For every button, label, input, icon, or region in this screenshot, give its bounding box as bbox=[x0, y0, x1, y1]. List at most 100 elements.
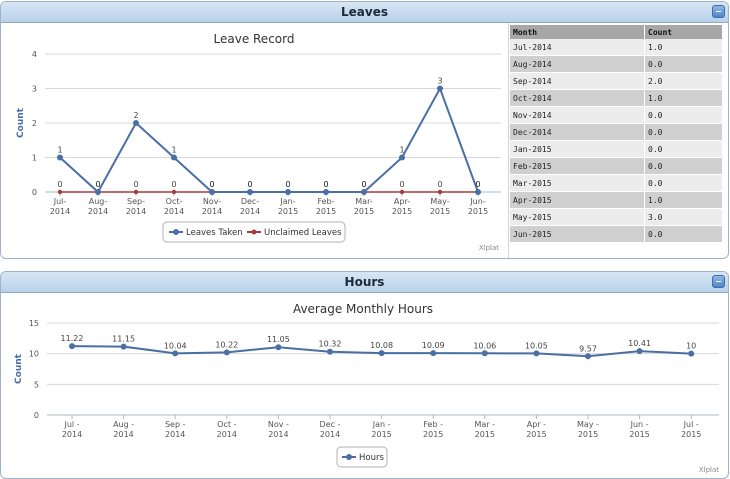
legend-item-leaves-taken[interactable]: Leaves Taken bbox=[169, 228, 243, 238]
data-point[interactable] bbox=[533, 350, 540, 357]
data-label: 10.06 bbox=[473, 341, 496, 350]
x-tick-label: Oct -2014 bbox=[217, 420, 237, 439]
table-cell-month: Dec-2014 bbox=[510, 123, 645, 141]
y-tick-label: 15 bbox=[29, 319, 39, 328]
data-label: 11.22 bbox=[61, 334, 84, 343]
data-point[interactable] bbox=[171, 154, 177, 161]
x-tick-label: Aug-2014 bbox=[88, 197, 108, 216]
column-header-count: Count bbox=[644, 25, 723, 39]
panel-divider bbox=[508, 23, 509, 258]
data-label: 1 bbox=[399, 146, 404, 155]
data-point[interactable] bbox=[323, 189, 329, 195]
data-label: 0 bbox=[323, 180, 328, 189]
x-tick-label: Sep -2014 bbox=[165, 420, 186, 439]
x-tick-label: Jul-2014 bbox=[50, 197, 70, 216]
data-point[interactable] bbox=[361, 189, 367, 195]
legend-label-unclaimed-leaves: Unclaimed Leaves bbox=[264, 228, 342, 238]
leaves-collapse-button[interactable] bbox=[712, 5, 725, 18]
y-axis-label: Count bbox=[16, 107, 26, 138]
y-tick-label: 10 bbox=[29, 350, 39, 359]
table-row: Oct-2014 1.0 bbox=[510, 89, 723, 107]
data-label: 0 bbox=[437, 180, 442, 189]
data-label: 11.15 bbox=[112, 335, 135, 344]
hours-panel-header: Hours bbox=[1, 272, 728, 293]
data-point[interactable] bbox=[133, 189, 139, 195]
data-label: 10 bbox=[686, 342, 696, 351]
data-label: 9.57 bbox=[579, 344, 597, 353]
table-row: May-2015 3.0 bbox=[510, 208, 723, 226]
data-point[interactable] bbox=[585, 353, 591, 360]
data-point[interactable] bbox=[69, 343, 75, 350]
series-leaves-taken: 1 0 2 1 0 0 0 0 0 1 3 0 bbox=[57, 77, 481, 195]
data-label: 10.22 bbox=[215, 340, 238, 349]
legend-marker bbox=[251, 229, 257, 235]
x-tick-label: Jun -2015 bbox=[629, 420, 649, 439]
legend-label-hours: Hours bbox=[359, 453, 384, 463]
y-tick-label: 2 bbox=[32, 119, 37, 128]
leaves-panel-header: Leaves bbox=[1, 2, 728, 23]
hours-collapse-button[interactable] bbox=[712, 275, 725, 288]
data-point[interactable] bbox=[437, 85, 443, 92]
table-cell-month: Mar-2015 bbox=[510, 174, 645, 192]
data-point[interactable] bbox=[171, 189, 177, 195]
data-point[interactable] bbox=[430, 350, 437, 357]
series: 11.22 11.15 10.04 10.22 11.05 10.32 10.08 10.09… bbox=[61, 334, 696, 360]
data-point[interactable] bbox=[327, 348, 333, 355]
legend-label-leaves-taken: Leaves Taken bbox=[186, 228, 243, 238]
data-label: 0 bbox=[247, 180, 252, 189]
table-cell-month: Sep-2014 bbox=[510, 72, 645, 90]
data-label: 0 bbox=[95, 180, 100, 189]
average-monthly-hours-chart: Average Monthly Hours Count 0 5 10 15 Jul -… bbox=[14, 302, 719, 474]
data-label: 10.09 bbox=[422, 341, 445, 350]
hours-panel: Hours Average Monthly Hours Count 0 5 10 15… bbox=[0, 271, 729, 479]
y-ticks: 0 5 10 15 bbox=[29, 319, 39, 420]
table-cell-month: Feb-2015 bbox=[510, 157, 645, 175]
table-row: Feb-2015 0.0 bbox=[510, 157, 723, 175]
x-tick-label: Nov -2014 bbox=[268, 420, 289, 439]
legend-item-unclaimed-leaves[interactable]: Unclaimed Leaves bbox=[247, 228, 342, 238]
data-point[interactable] bbox=[57, 154, 63, 161]
data-point[interactable] bbox=[57, 189, 63, 195]
data-label: 11.05 bbox=[267, 335, 290, 344]
data-point[interactable] bbox=[378, 350, 385, 357]
data-label: 0 bbox=[323, 180, 328, 189]
data-point[interactable] bbox=[636, 348, 643, 355]
x-tick-label: Jul -2014 bbox=[62, 420, 82, 439]
data-label: 10.05 bbox=[525, 341, 548, 350]
data-point[interactable] bbox=[437, 189, 443, 195]
data-label: 0 bbox=[285, 180, 290, 189]
table-cell-month: Apr-2015 bbox=[510, 191, 645, 209]
data-point[interactable] bbox=[481, 350, 488, 357]
data-point[interactable] bbox=[399, 154, 405, 161]
chart-credit[interactable]: Xlplat bbox=[479, 244, 499, 252]
legend-box bbox=[336, 446, 388, 468]
grid bbox=[47, 322, 719, 416]
leaves-panel-title: Leaves bbox=[341, 5, 388, 19]
data-point[interactable] bbox=[172, 350, 179, 357]
data-point[interactable] bbox=[209, 189, 215, 195]
y-ticks: 0 1 2 3 4 bbox=[32, 50, 37, 197]
y-tick-label: 5 bbox=[34, 380, 39, 389]
table-row: Nov-2014 0.0 bbox=[510, 106, 723, 124]
x-tick-label: Mar -2015 bbox=[475, 420, 496, 439]
table-cell-count: 1.0 bbox=[644, 39, 723, 56]
data-point[interactable] bbox=[399, 189, 405, 195]
x-tick-label: Oct-2014 bbox=[164, 197, 184, 216]
y-tick-label: 4 bbox=[32, 50, 37, 59]
data-point[interactable] bbox=[95, 189, 101, 195]
x-tick-label: Sep-2014 bbox=[126, 197, 146, 216]
x-tick-label: Mar-2015 bbox=[354, 197, 374, 216]
legend-item-hours[interactable]: Hours bbox=[342, 453, 384, 463]
data-point[interactable] bbox=[223, 349, 230, 356]
chart-credit[interactable]: Xlplat bbox=[699, 466, 719, 474]
data-point[interactable] bbox=[275, 344, 282, 351]
data-point[interactable] bbox=[120, 343, 127, 350]
data-point[interactable] bbox=[475, 189, 481, 195]
data-label: 2 bbox=[133, 111, 138, 120]
data-point[interactable] bbox=[247, 189, 253, 195]
data-point[interactable] bbox=[133, 120, 139, 126]
table-cell-month: Jun-2015 bbox=[510, 225, 645, 243]
legend-marker bbox=[173, 229, 179, 235]
data-point[interactable] bbox=[285, 189, 291, 195]
data-point[interactable] bbox=[688, 350, 695, 357]
